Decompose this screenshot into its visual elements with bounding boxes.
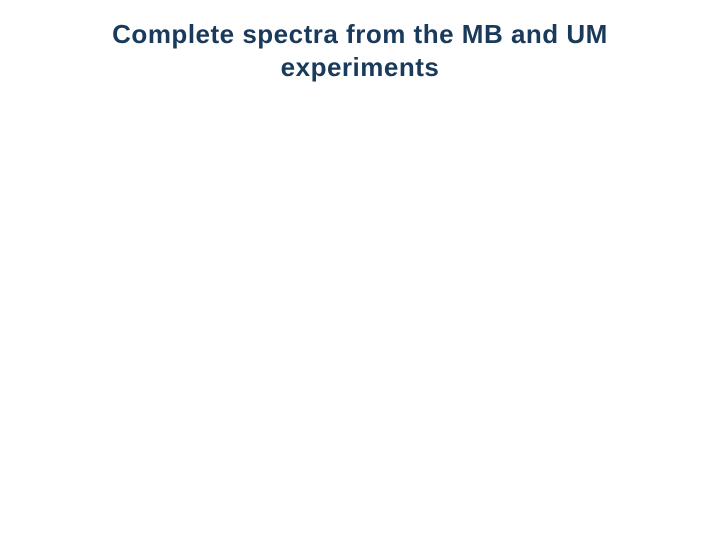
slide-container: Complete spectra from the MB and UM expe… [0, 0, 720, 540]
slide-title: Complete spectra from the MB and UM expe… [40, 18, 680, 83]
